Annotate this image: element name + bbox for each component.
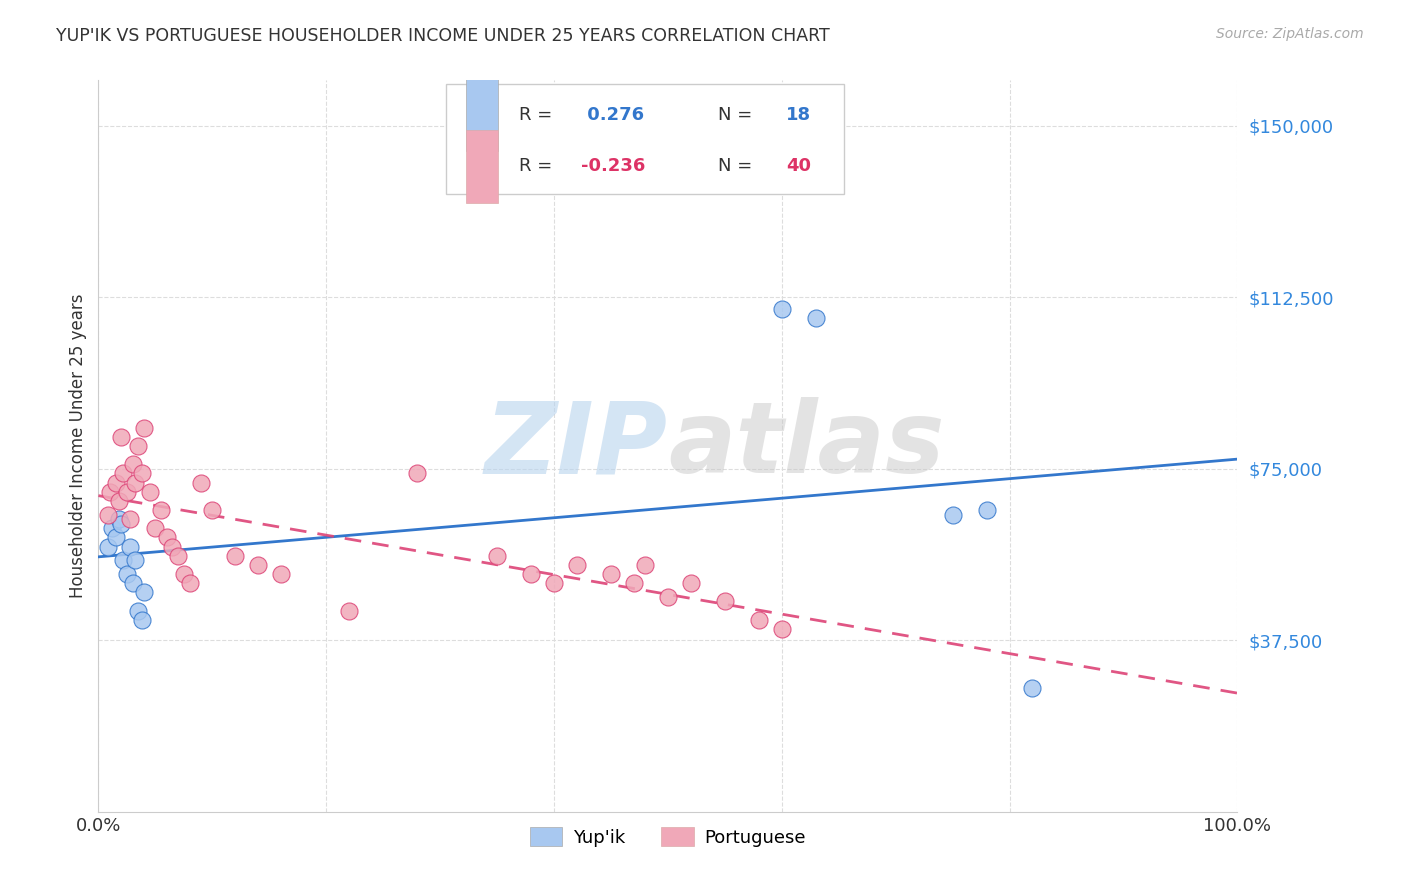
Point — [150, 503, 173, 517]
Text: R =: R = — [519, 157, 558, 175]
Point — [976, 503, 998, 517]
Text: R =: R = — [519, 105, 558, 124]
Point — [112, 467, 135, 481]
Point — [201, 503, 224, 517]
Point — [96, 508, 118, 522]
Point — [108, 512, 131, 526]
Point — [124, 553, 146, 567]
Text: 18: 18 — [786, 105, 811, 124]
Point — [156, 530, 179, 544]
Point — [162, 540, 184, 554]
Point — [108, 493, 131, 508]
Point — [714, 594, 737, 608]
Text: -0.236: -0.236 — [581, 157, 645, 175]
Point — [246, 558, 269, 572]
FancyBboxPatch shape — [467, 129, 498, 202]
Point — [127, 439, 149, 453]
Point — [145, 521, 167, 535]
Legend: Yup'ik, Portuguese: Yup'ik, Portuguese — [523, 820, 813, 854]
Point — [101, 521, 124, 535]
Point — [406, 467, 429, 481]
Point — [173, 567, 195, 582]
Point — [942, 508, 965, 522]
Point — [120, 540, 142, 554]
Text: 0.276: 0.276 — [581, 105, 644, 124]
Point — [486, 549, 509, 563]
Point — [679, 576, 702, 591]
Point — [1021, 681, 1043, 696]
Point — [98, 484, 121, 499]
Point — [770, 301, 793, 316]
Point — [131, 613, 153, 627]
Point — [337, 603, 360, 617]
Text: 40: 40 — [786, 157, 811, 175]
Point — [138, 484, 160, 499]
Point — [112, 553, 135, 567]
Point — [115, 484, 138, 499]
Point — [804, 310, 827, 325]
Point — [132, 420, 155, 434]
Point — [120, 512, 142, 526]
Point — [565, 558, 588, 572]
Text: atlas: atlas — [668, 398, 945, 494]
Point — [657, 590, 679, 604]
Point — [132, 585, 155, 599]
Text: Source: ZipAtlas.com: Source: ZipAtlas.com — [1216, 27, 1364, 41]
Point — [96, 540, 118, 554]
Point — [179, 576, 201, 591]
Point — [270, 567, 292, 582]
Point — [770, 622, 793, 636]
FancyBboxPatch shape — [467, 78, 498, 152]
Point — [543, 576, 565, 591]
Point — [131, 467, 153, 481]
Text: N =: N = — [718, 105, 758, 124]
Point — [600, 567, 623, 582]
Point — [110, 430, 132, 444]
Point — [121, 576, 143, 591]
Y-axis label: Householder Income Under 25 years: Householder Income Under 25 years — [69, 293, 87, 599]
FancyBboxPatch shape — [446, 84, 845, 194]
Point — [124, 475, 146, 490]
Point — [748, 613, 770, 627]
Point — [190, 475, 212, 490]
Text: ZIP: ZIP — [485, 398, 668, 494]
Point — [104, 530, 127, 544]
Text: YUP'IK VS PORTUGUESE HOUSEHOLDER INCOME UNDER 25 YEARS CORRELATION CHART: YUP'IK VS PORTUGUESE HOUSEHOLDER INCOME … — [56, 27, 830, 45]
Point — [520, 567, 543, 582]
Point — [127, 603, 149, 617]
Point — [623, 576, 645, 591]
Point — [115, 567, 138, 582]
Point — [634, 558, 657, 572]
Point — [110, 516, 132, 531]
Point — [104, 475, 127, 490]
Point — [224, 549, 246, 563]
Text: N =: N = — [718, 157, 758, 175]
Point — [167, 549, 190, 563]
Point — [121, 457, 143, 471]
